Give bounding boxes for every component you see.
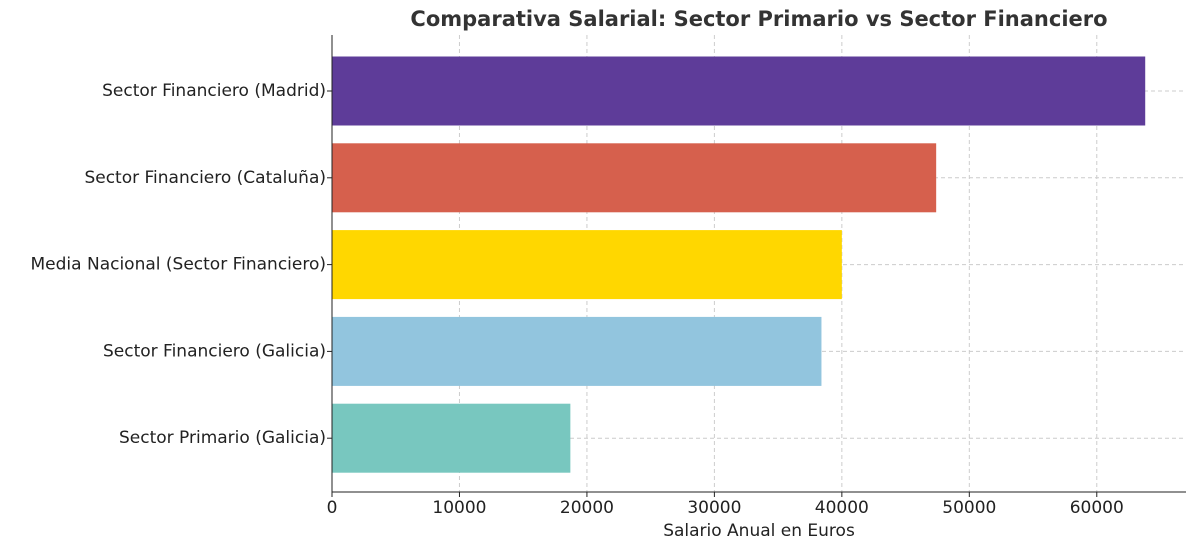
chart-title: Comparativa Salarial: Sector Primario vs… (410, 7, 1107, 31)
bar (332, 143, 937, 213)
bar (332, 230, 842, 300)
y-tick-label: Media Nacional (Sector Financiero) (31, 255, 326, 275)
x-tick-label: 30000 (687, 498, 741, 518)
y-tick-label: Sector Financiero (Cataluña) (84, 168, 326, 188)
x-tick-label: 10000 (432, 498, 486, 518)
x-tick-label: 60000 (1070, 498, 1124, 518)
y-tick-label: Sector Financiero (Madrid) (102, 81, 326, 101)
x-tick-label: 40000 (815, 498, 869, 518)
y-tick-label: Sector Financiero (Galicia) (103, 341, 326, 361)
x-tick-label: 50000 (942, 498, 996, 518)
x-tick-label: 20000 (560, 498, 614, 518)
x-tick-label: 0 (327, 498, 338, 518)
x-axis-label: Salario Anual en Euros (663, 521, 855, 541)
bar (332, 56, 1146, 126)
y-tick-label: Sector Primario (Galicia) (119, 428, 326, 448)
bar (332, 316, 822, 386)
bar (332, 403, 571, 473)
